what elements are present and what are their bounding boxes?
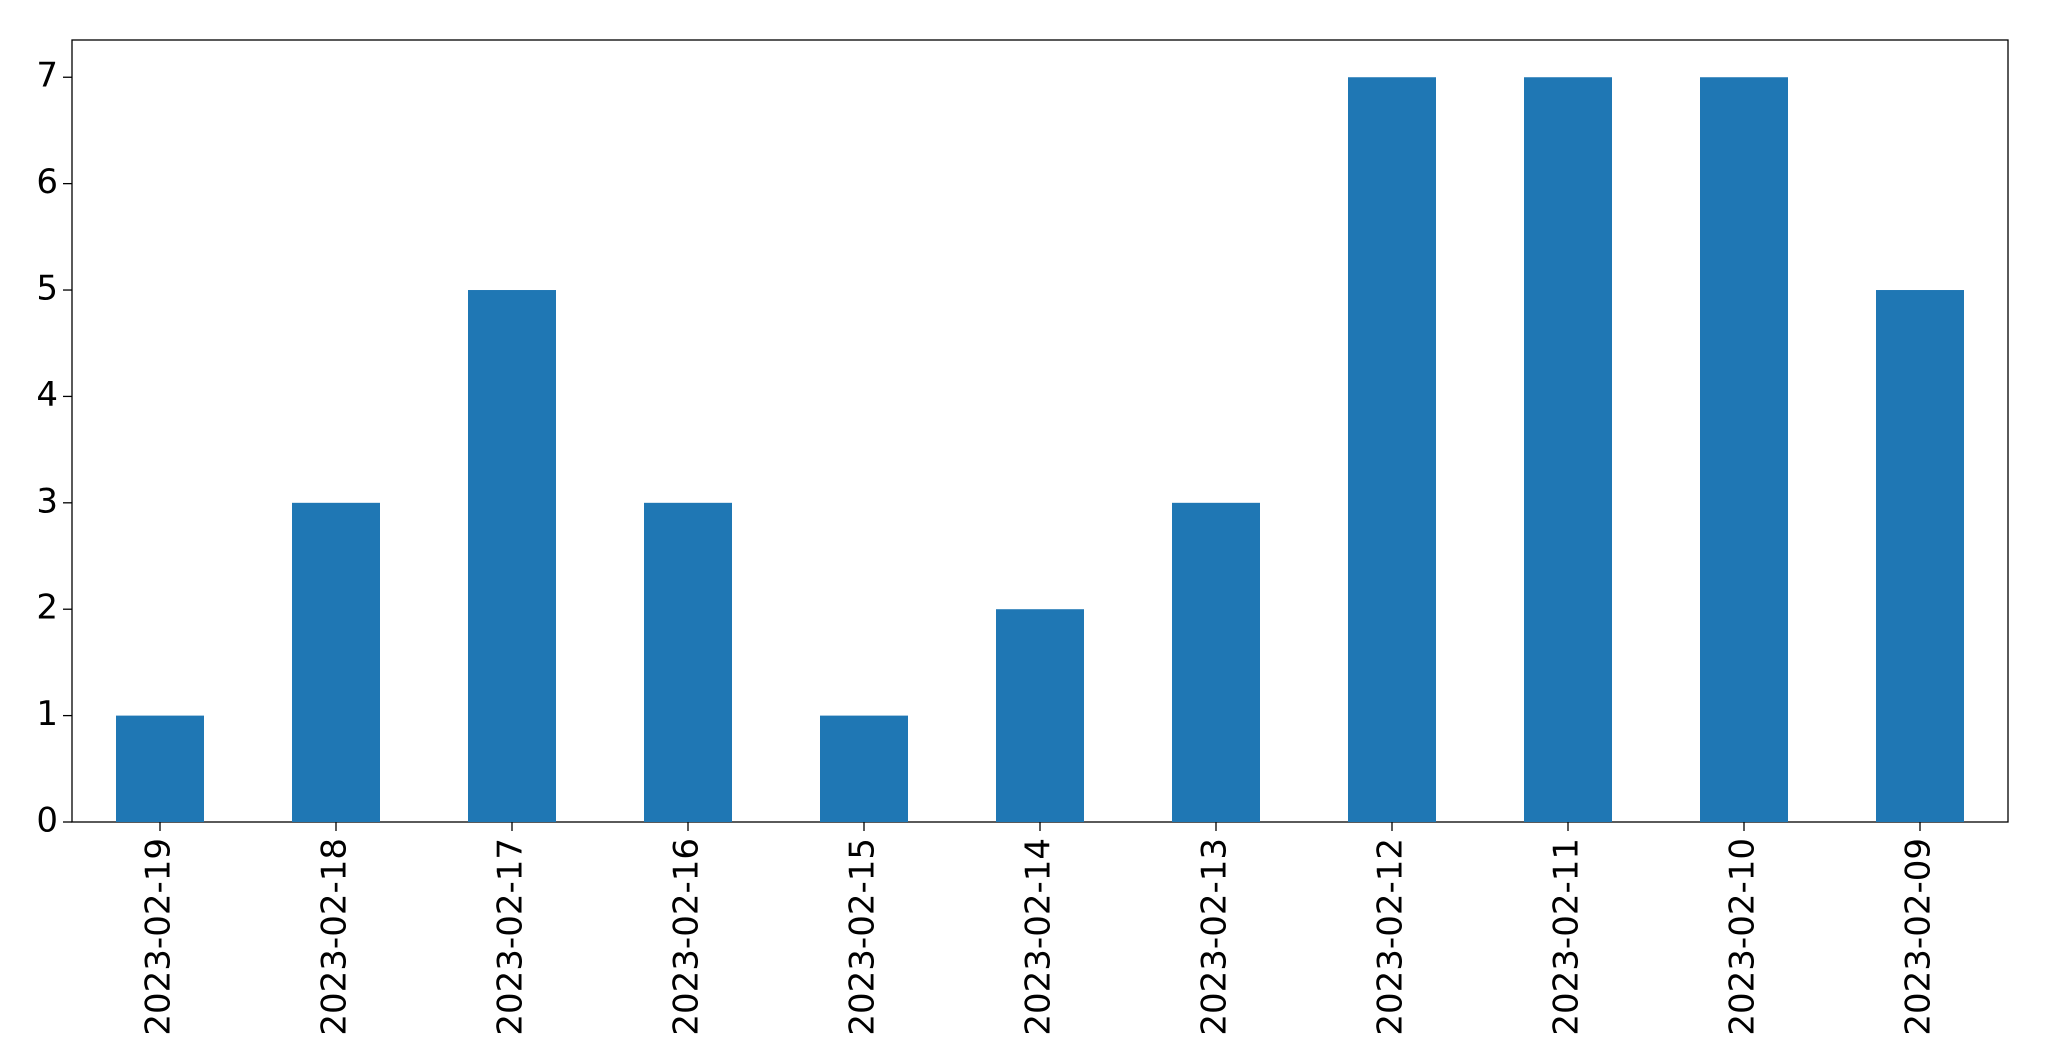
- y-tick-label: 5: [36, 269, 58, 309]
- bar: [1700, 77, 1788, 822]
- bar: [1172, 502, 1260, 822]
- bar: [468, 290, 556, 822]
- x-tick-label: 2023-02-09: [1899, 838, 1939, 1036]
- y-tick-label: 7: [36, 56, 58, 96]
- y-tick-label: 4: [36, 375, 58, 415]
- x-tick-label: 2023-02-19: [139, 838, 179, 1036]
- bar: [820, 715, 908, 822]
- x-tick-label: 2023-02-14: [1019, 838, 1059, 1036]
- y-tick-label: 1: [36, 694, 58, 734]
- bar: [292, 502, 380, 822]
- y-tick-label: 2: [36, 588, 58, 628]
- y-tick-label: 3: [36, 481, 58, 521]
- x-tick-label: 2023-02-13: [1195, 838, 1235, 1036]
- x-tick-label: 2023-02-17: [491, 838, 531, 1036]
- bar: [1876, 290, 1964, 822]
- bar: [1524, 77, 1612, 822]
- y-tick-label: 0: [36, 801, 58, 841]
- bar: [116, 715, 204, 822]
- bar: [644, 502, 732, 822]
- x-tick-label: 2023-02-10: [1723, 838, 1763, 1036]
- bar: [996, 609, 1084, 822]
- x-tick-label: 2023-02-18: [315, 838, 355, 1036]
- x-tick-label: 2023-02-12: [1371, 838, 1411, 1036]
- bar: [1348, 77, 1436, 822]
- x-tick-label: 2023-02-11: [1547, 838, 1587, 1036]
- y-tick-label: 6: [36, 162, 58, 202]
- x-tick-label: 2023-02-15: [843, 838, 883, 1036]
- x-tick-label: 2023-02-16: [667, 838, 707, 1036]
